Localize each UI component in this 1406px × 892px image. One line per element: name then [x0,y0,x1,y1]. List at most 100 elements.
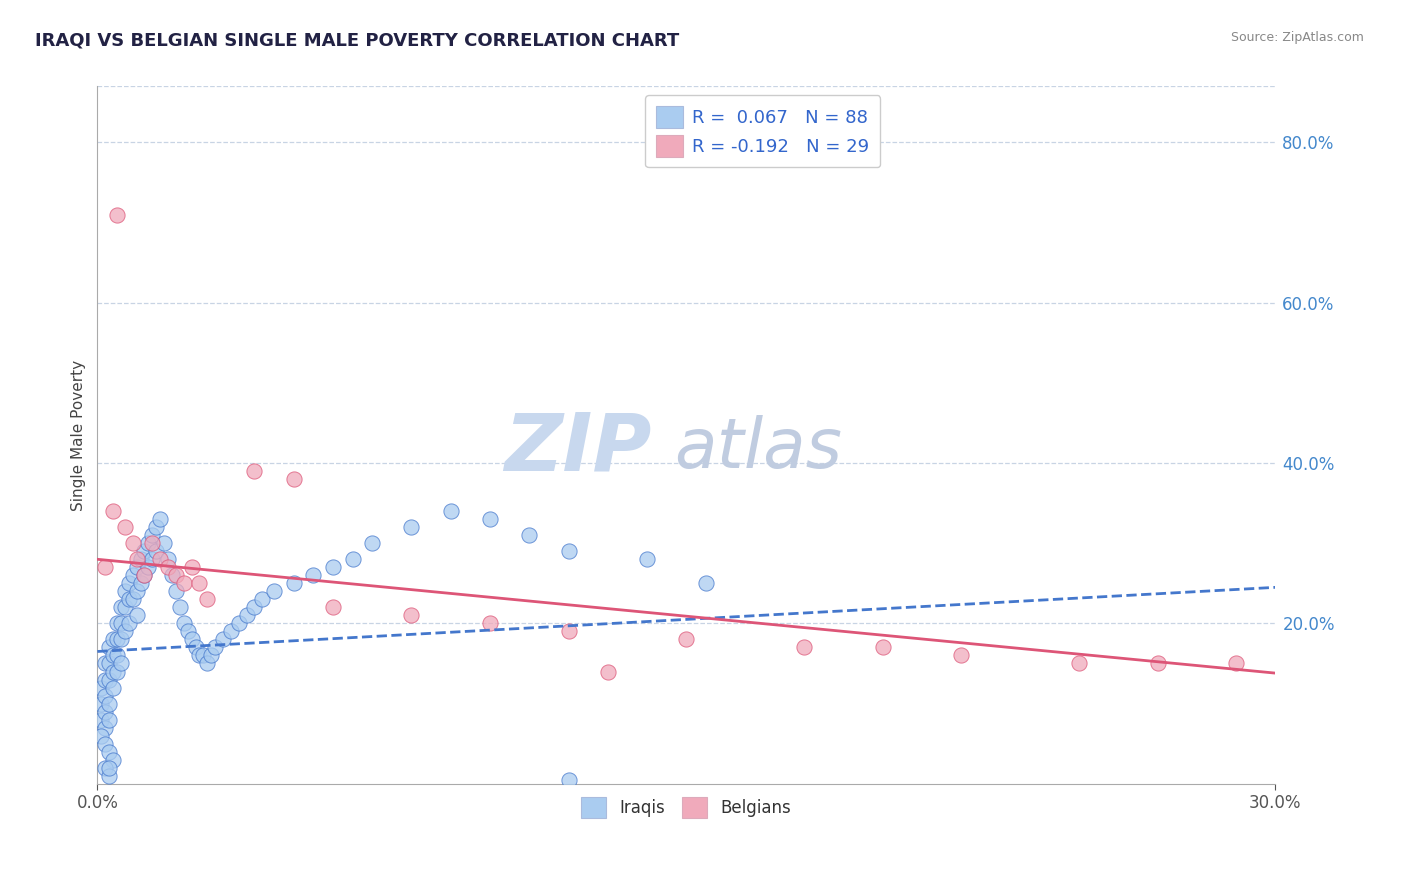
Point [557,544,579,558]
Point [169,600,191,615]
Point [134,568,156,582]
Point [94,657,117,671]
Point [94,689,117,703]
Point [105,648,128,663]
Point [110,632,132,647]
Point [479,616,502,631]
Point [302,568,325,582]
Point [129,576,152,591]
Point [157,560,180,574]
Text: IRAQI VS BELGIAN SINGLE MALE POVERTY CORRELATION CHART: IRAQI VS BELGIAN SINGLE MALE POVERTY COR… [35,31,679,49]
Point [101,665,124,679]
Point [401,608,423,623]
Text: Source: ZipAtlas.com: Source: ZipAtlas.com [1230,31,1364,45]
Point [283,472,305,486]
Point [283,576,305,591]
Point [125,608,148,623]
Point [101,648,124,663]
Point [200,648,222,663]
Legend: Iraqis, Belgians: Iraqis, Belgians [575,790,799,824]
Point [94,721,117,735]
Point [98,673,121,687]
Point [342,552,364,566]
Point [695,576,717,591]
Point [98,745,121,759]
Point [263,584,285,599]
Point [105,616,128,631]
Point [125,560,148,574]
Point [114,520,136,534]
Point [173,576,195,591]
Point [118,592,141,607]
Point [1146,657,1168,671]
Point [141,552,163,566]
Point [173,616,195,631]
Point [180,632,202,647]
Point [479,512,502,526]
Point [129,552,152,566]
Point [193,648,215,663]
Point [243,464,266,478]
Point [105,665,128,679]
Point [557,772,579,787]
Point [134,544,156,558]
Point [90,729,112,743]
Point [675,632,697,647]
Y-axis label: Single Male Poverty: Single Male Poverty [72,359,86,510]
Point [793,640,815,655]
Point [105,208,128,222]
Point [90,697,112,711]
Point [636,552,658,566]
Point [118,576,141,591]
Point [98,769,121,783]
Point [322,600,344,615]
Point [125,552,148,566]
Point [195,592,218,607]
Point [188,648,211,663]
Point [114,624,136,639]
Point [180,560,202,574]
Point [149,512,172,526]
Text: ZIP: ZIP [503,410,651,488]
Point [98,761,121,775]
Point [950,648,973,663]
Point [94,761,117,775]
Point [252,592,274,607]
Point [228,616,250,631]
Point [118,616,141,631]
Point [110,616,132,631]
Point [322,560,344,574]
Point [517,528,540,542]
Point [110,657,132,671]
Point [145,520,167,534]
Point [596,665,619,679]
Point [138,536,160,550]
Point [94,673,117,687]
Point [98,657,121,671]
Point [243,600,266,615]
Point [165,584,187,599]
Point [145,544,167,558]
Point [160,568,183,582]
Point [121,592,143,607]
Point [157,552,180,566]
Point [98,640,121,655]
Point [98,697,121,711]
Point [101,681,124,695]
Point [90,713,112,727]
Point [141,528,163,542]
Point [94,705,117,719]
Point [101,753,124,767]
Point [94,737,117,751]
Point [557,624,579,639]
Point [204,640,226,655]
Point [165,568,187,582]
Point [184,640,207,655]
Point [121,536,143,550]
Point [101,504,124,518]
Point [114,584,136,599]
Point [110,600,132,615]
Point [401,520,423,534]
Point [235,608,257,623]
Point [90,681,112,695]
